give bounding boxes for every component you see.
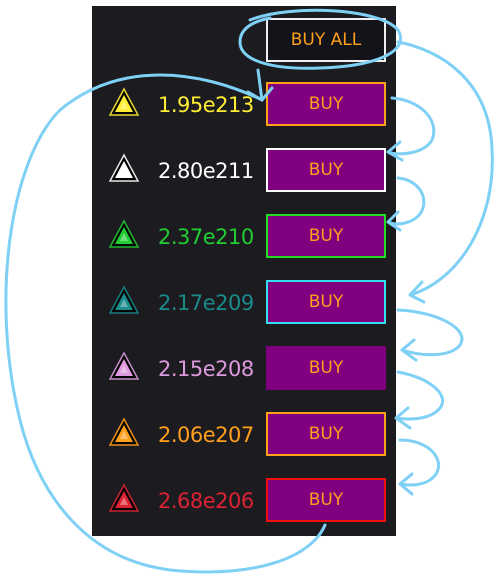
purple-triangle-icon [108, 351, 140, 380]
generator-row: 2.15e208 BUY [92, 346, 396, 392]
blue-triangle-icon [108, 285, 140, 314]
generator-row: 2.37e210 BUY [92, 214, 396, 260]
generator-amount: 2.68e206 [158, 489, 254, 513]
green-triangle-icon [108, 219, 140, 248]
orange-triangle-icon [108, 417, 140, 446]
red-triangle-icon [108, 483, 140, 512]
yellow-triangle-icon [108, 87, 140, 116]
generator-amount: 1.95e213 [158, 93, 254, 117]
generator-amount: 2.80e211 [158, 159, 254, 183]
generator-row: 2.80e211 BUY [92, 148, 396, 194]
buy-all-button[interactable]: BUY ALL [266, 18, 386, 62]
buy-button[interactable]: BUY [266, 412, 386, 456]
buy-button[interactable]: BUY [266, 148, 386, 192]
annotation-swirl [396, 40, 494, 304]
buy-button[interactable]: BUY [266, 346, 386, 390]
buy-button[interactable]: BUY [266, 478, 386, 522]
generator-row: 1.95e213 BUY [92, 82, 396, 128]
generator-row: 2.68e206 BUY [92, 478, 396, 524]
white-triangle-icon [108, 153, 140, 182]
buy-button[interactable]: BUY [266, 214, 386, 258]
buy-button[interactable]: BUY [266, 280, 386, 324]
generator-amount: 2.06e207 [158, 423, 254, 447]
generator-row: 2.17e209 BUY [92, 280, 396, 326]
generator-amount: 2.17e209 [158, 291, 254, 315]
generator-row: 2.06e207 BUY [92, 412, 396, 458]
buy-button[interactable]: BUY [266, 82, 386, 126]
generator-amount: 2.37e210 [158, 225, 254, 249]
generator-amount: 2.15e208 [158, 357, 254, 381]
